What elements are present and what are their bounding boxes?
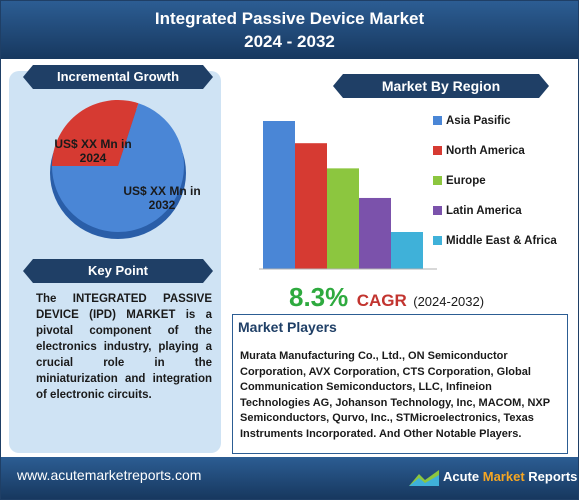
page-title: Integrated Passive Device Market xyxy=(154,9,425,28)
logo-chart-icon xyxy=(409,470,439,486)
footer-brand: Acute Market Reports xyxy=(443,469,577,484)
pie-label-2032: US$ XX Mn in 2032 xyxy=(123,184,201,212)
key-point-ribbon: Key Point xyxy=(23,259,213,283)
region-bar-3 xyxy=(359,197,391,269)
legend-item-2: Europe xyxy=(433,175,486,187)
market-players-text: Murata Manufacturing Co., Ltd., ON Semic… xyxy=(240,350,550,440)
key-point-text: The INTEGRATED PASSIVE DEVICE (IPD) MARK… xyxy=(36,293,212,401)
legend-item-4: Middle East & Africa xyxy=(433,235,557,247)
region-bar-1 xyxy=(295,143,327,269)
legend-swatch-1 xyxy=(433,146,442,156)
brand-market: Market xyxy=(482,469,525,484)
legend-label-3: Latin America xyxy=(446,205,522,217)
market-by-region-title: Market By Region xyxy=(381,78,501,94)
incremental-growth-pie xyxy=(50,100,186,239)
market-players-title: Market Players xyxy=(238,319,337,335)
region-bar-2 xyxy=(327,168,359,269)
market-by-region-ribbon: Market By Region xyxy=(333,74,549,98)
legend-swatch-3 xyxy=(433,206,442,216)
brand-acute: Acute xyxy=(443,469,480,484)
footer-website-link[interactable]: www.acutemarketreports.com xyxy=(17,467,202,483)
header: Integrated Passive Device Market 2024 - … xyxy=(1,1,578,59)
region-bars xyxy=(259,121,437,270)
legend-item-0: Asia Pasific xyxy=(433,115,511,127)
incremental-growth-ribbon: Incremental Growth xyxy=(23,65,213,89)
cagr-years: (2024-2032) xyxy=(413,294,485,309)
brand-reports: Reports xyxy=(528,469,578,484)
page-subtitle: 2024 - 2032 xyxy=(244,32,335,51)
pie-label-2024: US$ XX Mn in 2024 xyxy=(54,137,132,165)
pie-slice-2024 xyxy=(52,100,139,166)
cagr-readout: 8.3% CAGR (2024-2032) xyxy=(289,282,484,313)
region-bar-0 xyxy=(263,121,295,269)
legend-item-1: North America xyxy=(433,145,525,157)
legend-label-1: North America xyxy=(446,145,525,157)
legend-label-4: Middle East & Africa xyxy=(446,235,557,247)
region-bar-4 xyxy=(391,232,423,269)
cagr-label: CAGR xyxy=(356,291,407,310)
legend-swatch-0 xyxy=(433,116,442,126)
legend-swatch-4 xyxy=(433,236,442,246)
legend-label-2: Europe xyxy=(446,175,486,187)
key-point-title: Key Point xyxy=(88,263,148,278)
cagr-value: 8.3% xyxy=(289,282,349,312)
legend-swatch-2 xyxy=(433,176,442,186)
footer: www.acutemarketreports.com Acute Market … xyxy=(1,457,578,499)
legend-item-3: Latin America xyxy=(433,205,522,217)
market-players-box xyxy=(232,314,568,454)
legend-label-0: Asia Pasific xyxy=(446,115,511,127)
region-bar-chart xyxy=(259,121,437,270)
incremental-growth-title: Incremental Growth xyxy=(56,69,180,84)
pie-slice-2032 xyxy=(52,103,184,233)
